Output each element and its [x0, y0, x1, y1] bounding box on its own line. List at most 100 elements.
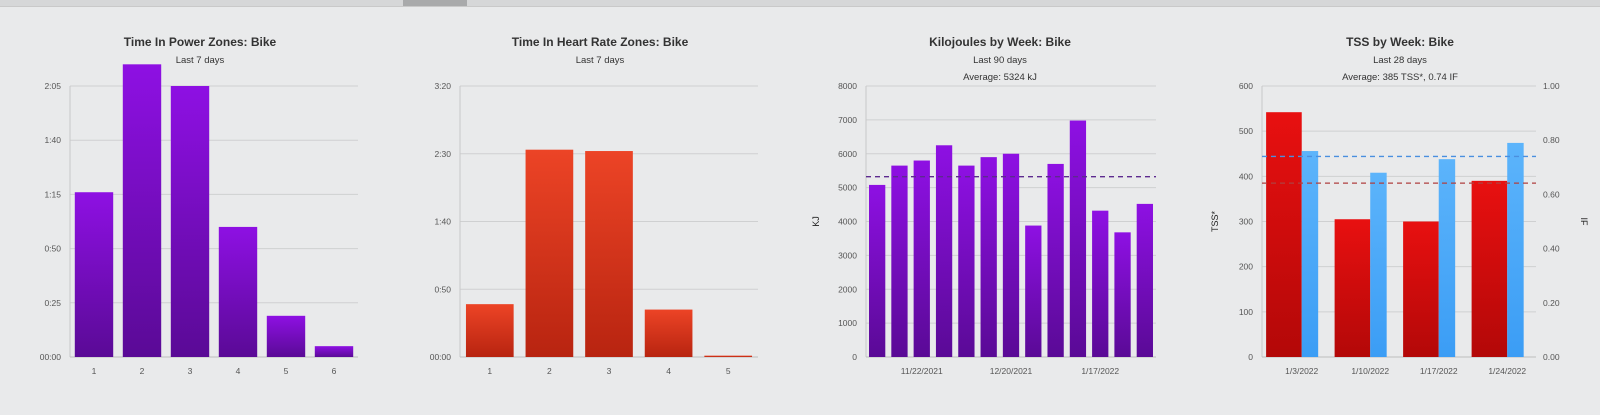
chart-subtitle: Last 28 days — [1373, 55, 1427, 66]
chart-subtitle: Last 7 days — [176, 55, 225, 66]
y2-tick-label: 0.20 — [1543, 298, 1560, 308]
y2-tick-label: 0.00 — [1543, 352, 1560, 362]
y2-tick-label: 0.80 — [1543, 135, 1560, 145]
bar — [1092, 210, 1109, 357]
bar — [1136, 203, 1153, 357]
y-tick-label: 200 — [1239, 262, 1253, 272]
y2-axis-title: IF — [1579, 218, 1589, 227]
power-zones-chart: Time In Power Zones: Bike Last 7 days 00:0… — [0, 0, 400, 415]
x-tick-label: 6 — [332, 366, 337, 376]
bar — [314, 346, 354, 357]
y-tick-label: 6000 — [838, 149, 857, 159]
bar — [891, 165, 908, 357]
y-tick-label: 00:00 — [40, 352, 62, 362]
chart-subtitle: Last 90 days — [973, 55, 1027, 66]
y2-tick-label: 1.00 — [1543, 81, 1560, 91]
y-tick-label: 5000 — [838, 183, 857, 193]
bar — [465, 304, 514, 357]
chart-subtitle: Average: 385 TSS*, 0.74 IF — [1342, 72, 1458, 83]
y-tick-label: 400 — [1239, 171, 1253, 181]
x-tick-label: 11/22/2021 — [901, 366, 943, 376]
chart-title: Time In Power Zones: Bike — [124, 35, 277, 49]
x-tick-label: 1/10/2022 — [1351, 366, 1389, 376]
bar — [585, 151, 633, 357]
tss-bar — [1403, 221, 1439, 357]
x-tick-label: 3 — [188, 366, 193, 376]
chart-subtitle: Average: 5324 kJ — [963, 72, 1037, 83]
y-tick-label: 7000 — [838, 115, 857, 125]
x-tick-label: 5 — [284, 366, 289, 376]
x-tick-label: 1 — [92, 366, 97, 376]
tss-svg: TSS by Week: Bike Last 28 days Average: 38… — [1210, 35, 1589, 376]
y-tick-label: 2000 — [838, 284, 857, 294]
if-bar — [1301, 151, 1319, 357]
y-tick-label: 600 — [1239, 81, 1253, 91]
tss-bar — [1334, 219, 1371, 357]
bar — [704, 355, 753, 357]
x-tick-label: 1/17/2022 — [1420, 366, 1458, 376]
y-tick-label: 3:20 — [434, 81, 451, 91]
y-tick-label: 300 — [1239, 217, 1253, 227]
chart-title: Kilojoules by Week: Bike — [929, 35, 1071, 49]
y-tick-label: 3000 — [838, 250, 857, 260]
y-tick-label: 500 — [1239, 126, 1253, 136]
y-tick-label: 0:50 — [44, 244, 61, 254]
x-tick-label: 1/3/2022 — [1285, 366, 1318, 376]
y-axis-title: TSS* — [1210, 211, 1220, 233]
bar — [1002, 153, 1020, 357]
y-tick-label: 1:15 — [44, 189, 61, 199]
y-axis-title: KJ — [811, 216, 821, 227]
chart-title: Time In Heart Rate Zones: Bike — [512, 35, 689, 49]
bar — [980, 157, 997, 357]
x-tick-label: 1/17/2022 — [1081, 366, 1119, 376]
x-tick-label: 4 — [666, 366, 671, 376]
bar — [170, 86, 210, 357]
kilojoules-chart: Kilojoules by Week: Bike Last 90 days Aver… — [800, 0, 1200, 415]
y2-tick-label: 0.60 — [1543, 189, 1560, 199]
bar — [869, 184, 886, 357]
y-tick-label: 4000 — [838, 217, 857, 227]
x-tick-label: 5 — [726, 366, 731, 376]
y2-tick-label: 0.40 — [1543, 244, 1560, 254]
tss-chart: TSS by Week: Bike Last 28 days Average: 38… — [1200, 0, 1600, 415]
tss-bar — [1471, 180, 1508, 357]
if-bar — [1507, 142, 1524, 357]
bar — [525, 149, 574, 357]
bar — [1069, 120, 1087, 358]
bar — [644, 309, 693, 357]
active-tab-indicator[interactable] — [403, 0, 467, 6]
x-tick-label: 1/24/2022 — [1488, 366, 1526, 376]
y-tick-label: 0:50 — [434, 284, 451, 294]
x-tick-label: 1 — [487, 366, 492, 376]
chart-title: TSS by Week: Bike — [1346, 35, 1454, 49]
x-tick-label: 4 — [236, 366, 241, 376]
y-tick-label: 8000 — [838, 81, 857, 91]
kilojoules-svg: Kilojoules by Week: Bike Last 90 days Aver… — [811, 35, 1156, 376]
bar — [1047, 163, 1064, 357]
y-tick-label: 0 — [1248, 352, 1253, 362]
x-tick-label: 2 — [547, 366, 552, 376]
y-tick-label: 1:40 — [44, 135, 61, 145]
bar — [74, 192, 114, 357]
x-tick-label: 2 — [140, 366, 145, 376]
y-tick-label: 2:05 — [44, 81, 61, 91]
bar — [1114, 232, 1131, 357]
bar — [122, 64, 162, 357]
x-tick-label: 12/20/2021 — [990, 366, 1033, 376]
bar — [913, 160, 930, 357]
if-bar — [1438, 159, 1456, 357]
heart-rate-zones-chart: Time In Heart Rate Zones: Bike Last 7 day… — [400, 0, 800, 415]
heart-rate-zones-svg: Time In Heart Rate Zones: Bike Last 7 day… — [430, 35, 758, 376]
y-tick-label: 1:40 — [434, 217, 451, 227]
y-tick-label: 00:00 — [430, 352, 452, 362]
bar — [958, 165, 975, 357]
y-tick-label: 2:30 — [434, 149, 451, 159]
y-tick-label: 100 — [1239, 307, 1253, 317]
bar — [218, 226, 258, 357]
y-tick-label: 0 — [852, 352, 857, 362]
bar — [935, 145, 953, 357]
chart-subtitle: Last 7 days — [576, 55, 625, 66]
tss-bar — [1266, 112, 1302, 358]
y-tick-label: 1000 — [838, 318, 857, 328]
power-zones-svg: Time In Power Zones: Bike Last 7 days 00:0… — [40, 35, 358, 376]
